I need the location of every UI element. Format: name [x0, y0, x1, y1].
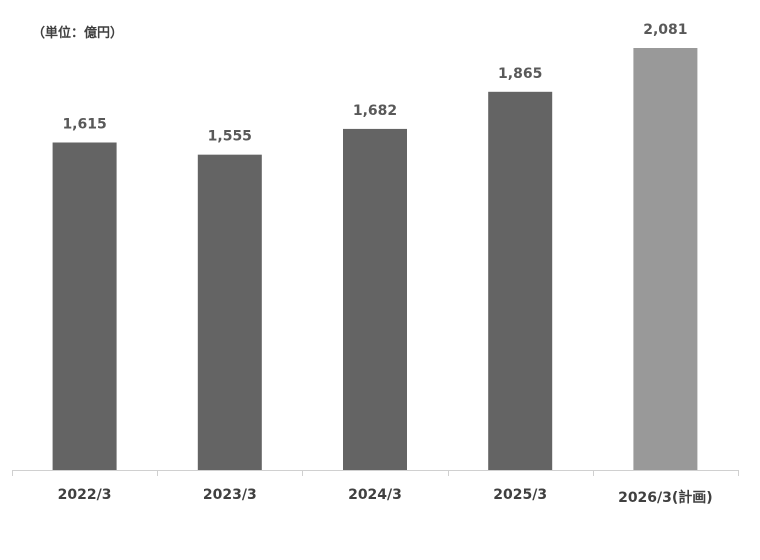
- x-tick-label: 2023/3: [203, 487, 257, 503]
- x-tick-label: 2022/3: [58, 487, 112, 503]
- x-tick-labels-group: 2022/3 2023/3 2024/3 2025/3 2026/3(計画): [58, 487, 713, 506]
- bar: [343, 128, 407, 471]
- x-tick-label: 2025/3: [493, 487, 547, 503]
- bars-group: [52, 48, 698, 471]
- unit-label: （単位：億円）: [32, 26, 124, 41]
- value-label: 1,615: [62, 116, 106, 132]
- bar: [488, 91, 553, 471]
- value-label: 1,682: [353, 103, 397, 119]
- bar: [633, 48, 698, 470]
- bar: [52, 142, 117, 471]
- bar: [197, 154, 262, 471]
- x-tick-label: 2026/3(計画): [618, 489, 713, 506]
- x-axis: [12, 470, 739, 476]
- value-label: 1,865: [498, 66, 542, 82]
- value-labels-group: 1,615 1,555 1,682 1,865 2,081: [62, 22, 687, 145]
- x-tick-label: 2024/3: [348, 487, 402, 503]
- value-label: 2,081: [643, 22, 687, 38]
- value-label: 1,555: [208, 129, 252, 145]
